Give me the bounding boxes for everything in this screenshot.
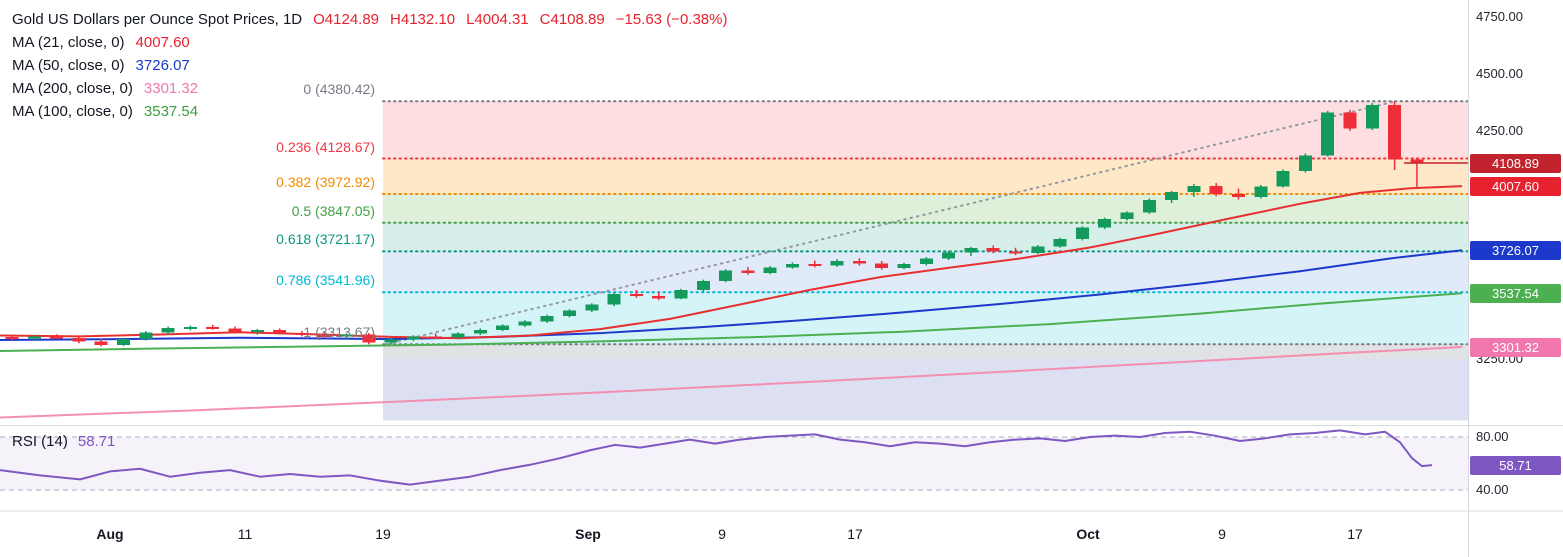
rsi-pane [0,429,1468,491]
candle-body [1031,246,1045,254]
candle-body [250,330,264,333]
candles-layer [5,101,1424,347]
candle-body [1142,199,1156,213]
ma100-legend-row[interactable]: MA (100, close, 0) 3537.54 [12,100,727,123]
ma100-label: MA (100, close, 0) [12,103,133,120]
candle-body [919,258,933,265]
candle-body [719,270,733,282]
candle-body [139,332,153,340]
candle-body [451,333,465,338]
candle-body [72,337,86,342]
candle-body [808,264,822,267]
candle-body [5,337,19,340]
fib-level-lines [382,100,1469,346]
ma21-legend-row[interactable]: MA (21, close, 0) 4007.60 [12,31,727,54]
ma200-label: MA (200, close, 0) [12,80,133,97]
candle-body [340,334,353,337]
candle-body [117,339,130,345]
candle-body [830,260,844,266]
trend-line-layer [385,100,1397,346]
symbol-title[interactable]: Gold US Dollars per Ounce Spot Prices, 1… [12,11,303,28]
candle-body [540,316,554,322]
rsi-line [0,429,1433,486]
candle-body [585,304,599,311]
candle-body [852,260,866,264]
candle-body [1343,112,1357,129]
ma50-label: MA (50, close, 0) [12,57,125,74]
candle-body [1187,185,1201,193]
rsi-label: RSI (14) [12,433,68,450]
symbol-legend-row[interactable]: Gold US Dollars per Ounce Spot Prices, 1… [12,8,727,31]
candle-body [986,248,1000,252]
candle-body [674,290,688,299]
candle-body [429,336,443,339]
ohlc-close: C4108.89 [539,11,605,28]
chart-legend: Gold US Dollars per Ounce Spot Prices, 1… [12,8,727,123]
ohlc-change: −15.63 (−0.38%) [615,11,728,28]
ma-line-ma50 [0,249,1463,342]
candle-body [295,333,309,336]
ma50-value: 3726.07 [135,57,190,74]
candle-body [206,326,220,329]
candle-body [1120,212,1134,220]
candle-body [652,296,666,299]
candle-body [473,329,487,334]
candle-body [1232,194,1245,198]
ohlc-low: L4004.31 [466,11,529,28]
candle-body [406,336,420,340]
candle-body [384,339,398,343]
ma200-value: 3301.32 [143,80,199,97]
rsi-value: 58.71 [77,433,116,450]
ohlc-high: H4132.10 [390,11,456,28]
candle-body [161,328,175,333]
candle-body [1209,185,1223,195]
ma-line-ma100 [0,292,1463,352]
candle-body [183,326,197,329]
candle-body [942,252,956,259]
candle-body [228,328,242,333]
candle-body [607,294,621,305]
candle-body [696,281,710,291]
trend-line [385,100,1397,346]
candle-body [496,325,510,330]
candle-body [94,341,108,345]
candle-body [273,330,287,334]
candle-body [1410,159,1424,164]
candle-body [1321,112,1335,156]
candle-body [897,264,911,268]
candle-body [1276,171,1290,187]
candle-body [563,310,576,317]
rsi-legend-row[interactable]: RSI (14) 58.71 [12,433,115,450]
candle-body [1075,227,1089,240]
candle-body [317,334,331,337]
candle-body [1165,192,1179,200]
candle-body [1388,104,1402,160]
candle-body [763,267,777,273]
candle-body [1365,104,1379,129]
ohlc-open: O4124.89 [313,11,380,28]
candle-body [1098,219,1112,228]
ma50-legend-row[interactable]: MA (50, close, 0) 3726.07 [12,54,727,77]
ma-line-ma200 [0,346,1463,419]
candle-body [50,336,64,339]
candle-body [1009,251,1022,254]
candle-body [1298,155,1312,172]
ma21-label: MA (21, close, 0) [12,34,125,51]
ma21-value: 4007.60 [135,34,190,51]
candle-body [518,321,532,326]
candle-body [875,263,889,268]
candle-body [629,294,643,297]
candle-body [786,264,799,268]
candle-body [1254,186,1268,198]
candle-body [362,334,376,343]
candle-body [27,336,41,339]
ma200-legend-row[interactable]: MA (200, close, 0) 3301.32 [12,77,727,100]
candle-body [741,270,755,273]
candle-body [964,248,978,253]
candle-body [1053,239,1067,247]
ma100-value: 3537.54 [143,103,199,120]
